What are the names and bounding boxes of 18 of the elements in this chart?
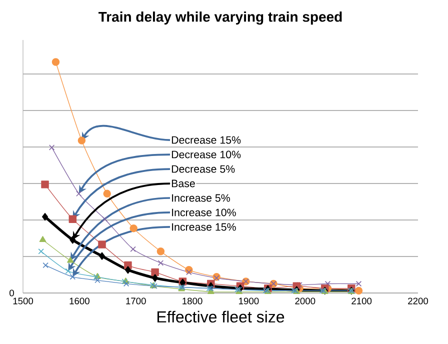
text: 0	[10, 290, 14, 296]
x-tick-label: 2100	[352, 298, 372, 304]
x-tick-label: 1500	[13, 298, 34, 304]
x-tick-label: 1600	[70, 298, 90, 304]
x-tick-label: 2000	[295, 298, 316, 304]
x-tick-label: 2200	[408, 298, 428, 304]
text: Increase 5%	[172, 194, 230, 202]
x-tick-label: 1900	[239, 298, 259, 304]
x-axis-title: Effective fleet size	[157, 310, 284, 323]
x-tick-label: 1800	[182, 298, 202, 304]
text: Increase 10%	[172, 208, 236, 216]
text: Decrease 15%	[172, 136, 241, 144]
text: Decrease 10%	[172, 150, 241, 158]
text: Increase 15%	[172, 223, 236, 231]
x-tick-label: 1700	[126, 298, 146, 304]
text: Base	[172, 180, 195, 188]
text: Decrease 5%	[172, 165, 235, 173]
chart-title: Train delay while varying train speed	[98, 12, 342, 25]
